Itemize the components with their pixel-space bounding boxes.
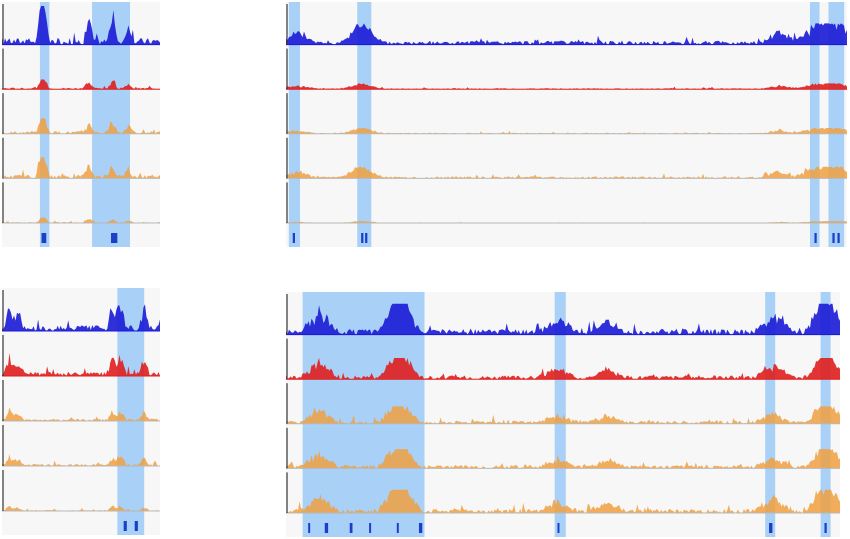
signal-track-red bbox=[286, 358, 840, 380]
feature-marker bbox=[361, 233, 364, 243]
feature-marker bbox=[832, 233, 835, 243]
highlight-region bbox=[554, 292, 566, 537]
signal-track-orange bbox=[2, 157, 160, 179]
feature-marker bbox=[396, 523, 399, 533]
feature-marker bbox=[557, 523, 560, 533]
signal-track-red bbox=[286, 83, 847, 90]
signal-track-orange bbox=[286, 449, 840, 469]
signal-track-blue bbox=[286, 23, 847, 45]
bottom-left-tracks-svg bbox=[2, 288, 160, 535]
feature-marker bbox=[134, 521, 138, 531]
feature-marker bbox=[769, 523, 773, 533]
signal-track-orange bbox=[286, 406, 840, 424]
highlight-region bbox=[809, 2, 820, 247]
top-left-tracks-svg bbox=[2, 2, 160, 247]
feature-marker bbox=[292, 233, 295, 243]
signal-track-red bbox=[2, 79, 160, 90]
signal-track-red bbox=[2, 352, 160, 376]
feature-marker bbox=[41, 233, 47, 243]
highlight-region bbox=[828, 2, 845, 247]
panel-top-left bbox=[2, 2, 160, 247]
feature-marker bbox=[324, 523, 329, 533]
signal-track-orange bbox=[286, 489, 840, 513]
signal-track-orange bbox=[2, 407, 160, 421]
bottom-right-tracks-svg bbox=[286, 292, 840, 537]
panel-top-right bbox=[286, 2, 847, 247]
feature-marker bbox=[349, 523, 353, 533]
signal-track-blue bbox=[286, 303, 840, 335]
signal-track-orange bbox=[286, 166, 847, 179]
highlight-region bbox=[765, 292, 776, 537]
signal-track-orange bbox=[2, 505, 160, 511]
signal-track-orange bbox=[2, 118, 160, 134]
signal-track-blue bbox=[2, 6, 160, 45]
panel-bottom-left bbox=[2, 288, 160, 535]
highlight-region bbox=[288, 2, 301, 247]
signal-track-blue bbox=[2, 304, 160, 331]
feature-marker bbox=[824, 523, 827, 533]
highlight-region bbox=[357, 2, 372, 247]
feature-marker bbox=[369, 523, 372, 533]
feature-marker bbox=[837, 233, 840, 243]
signal-track-orange bbox=[286, 128, 847, 134]
feature-marker bbox=[111, 233, 118, 243]
signal-track-orange bbox=[2, 454, 160, 466]
feature-marker bbox=[814, 233, 817, 243]
signal-track-orange bbox=[2, 217, 160, 223]
panel-bottom-right bbox=[286, 292, 840, 537]
feature-marker bbox=[365, 233, 368, 243]
feature-marker bbox=[308, 523, 311, 533]
top-right-tracks-svg bbox=[286, 2, 847, 247]
feature-marker bbox=[418, 523, 423, 533]
feature-marker bbox=[123, 521, 127, 531]
